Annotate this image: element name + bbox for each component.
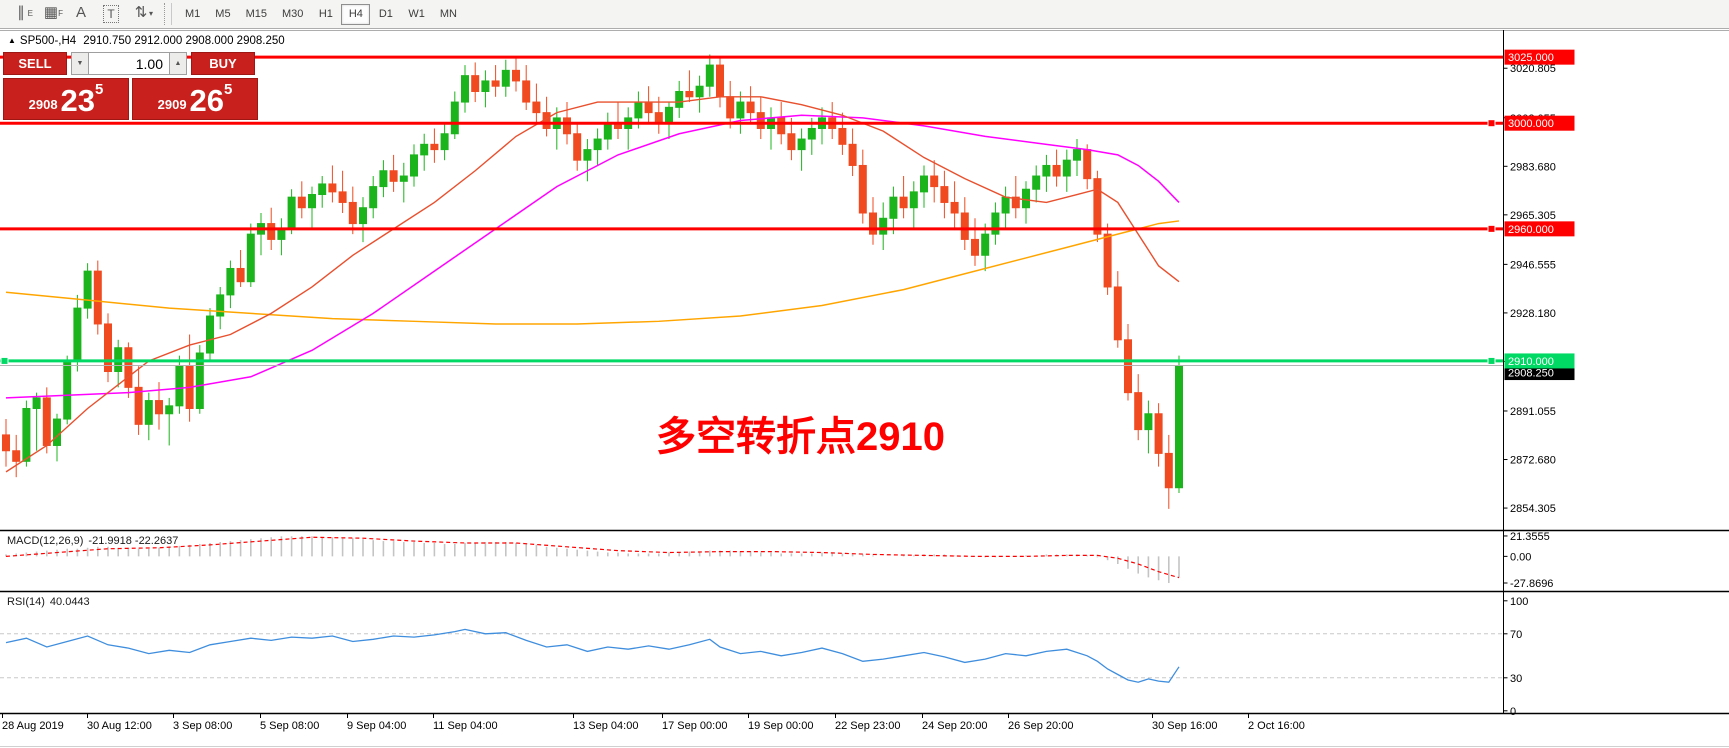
svg-text:-27.8696: -27.8696 <box>1510 578 1553 590</box>
timeframe-m1-button[interactable]: M1 <box>185 8 201 20</box>
svg-text:3000.000: 3000.000 <box>1508 118 1554 130</box>
svg-text:2872.680: 2872.680 <box>1510 455 1556 467</box>
one-click-trade-widget: SELL ▼ ▲ BUY 2908 23 5 2909 26 5 <box>3 52 259 120</box>
buy-price-box[interactable]: 2909 26 5 <box>132 78 258 120</box>
svg-text:70: 70 <box>1510 629 1522 641</box>
svg-text:22 Sep 23:00: 22 Sep 23:00 <box>835 720 900 732</box>
svg-text:19 Sep 00:00: 19 Sep 00:00 <box>748 720 813 732</box>
timeframe-m5-button[interactable]: M5 <box>215 8 231 20</box>
macd-values: -21.9918 -22.2637 <box>88 535 179 547</box>
svg-text:11 Sep 04:00: 11 Sep 04:00 <box>433 720 498 732</box>
svg-text:24 Sep 20:00: 24 Sep 20:00 <box>922 720 987 732</box>
svg-text:2965.305: 2965.305 <box>1510 210 1556 222</box>
buy-button[interactable]: BUY <box>191 52 255 75</box>
timeframe-m15-button[interactable]: M15 <box>245 8 267 20</box>
svg-text:3025.000: 3025.000 <box>1508 52 1554 64</box>
rsi-value: 40.0443 <box>49 596 90 608</box>
sell-button[interactable]: SELL <box>3 52 67 75</box>
buy-price-big: 26 <box>189 82 225 118</box>
drawing-tools: ∥ E ▦ F A T ⇅ ▾ <box>6 2 156 26</box>
macd-axis[interactable]: 21.3555 0.00 -27.8696 <box>1503 531 1554 590</box>
svg-text:28 Aug 2019: 28 Aug 2019 <box>2 720 64 732</box>
timeframe-h4-button[interactable]: H4 <box>341 3 371 25</box>
timeframe-bar: M1 M5 M15 M30 H1 H4 D1 W1 MN <box>178 3 465 25</box>
svg-text:0.00: 0.00 <box>1510 551 1531 563</box>
svg-text:100: 100 <box>1510 596 1528 608</box>
rsi-line <box>5 628 1180 683</box>
rsi-header: RSI(14) 40.0443 <box>7 596 90 608</box>
svg-text:5 Sep 08:00: 5 Sep 08:00 <box>260 720 319 732</box>
ma-line <box>5 96 1180 473</box>
text-label-tool-icon[interactable]: A <box>75 4 86 21</box>
volume-down-icon[interactable]: ▼ <box>71 52 89 75</box>
svg-text:2928.180: 2928.180 <box>1510 308 1556 320</box>
sell-price-prefix: 2908 <box>28 97 58 112</box>
horizontal-lines <box>0 55 1504 367</box>
svg-text:26 Sep 20:00: 26 Sep 20:00 <box>1008 720 1073 732</box>
rsi-panel <box>0 628 1504 683</box>
chart-title: ▲ SP500-,H4 2910.750 2912.000 2908.000 290… <box>8 35 285 47</box>
svg-text:2960.000: 2960.000 <box>1508 224 1554 236</box>
sell-price-sup: 5 <box>95 81 104 98</box>
chart-text-annotation[interactable]: 多空转折点2910 <box>656 415 945 459</box>
svg-text:2946.555: 2946.555 <box>1510 259 1556 271</box>
rsi-axis[interactable]: 100 70 30 0 <box>1503 596 1529 718</box>
buy-price-prefix: 2909 <box>157 97 187 112</box>
svg-text:21.3555: 21.3555 <box>1510 531 1550 543</box>
svg-text:9 Sep 04:00: 9 Sep 04:00 <box>347 720 406 732</box>
macd-header: MACD(12,26,9) -21.9918 -22.2637 <box>7 535 178 547</box>
text-frame-tool-icon[interactable]: T <box>96 2 126 26</box>
collapse-arrow-icon[interactable]: ▲ <box>8 36 16 45</box>
svg-text:2854.305: 2854.305 <box>1510 503 1556 515</box>
symbol-period-label: SP500-,H4 <box>19 35 77 47</box>
svg-text:2891.055: 2891.055 <box>1510 406 1556 418</box>
fibo-grid-tool-icon[interactable]: ▦ F <box>43 4 63 21</box>
toolbar-separator <box>164 3 172 25</box>
price-axis[interactable]: 3020.8053002.0552983.6802965.3052946.555… <box>1503 49 1575 515</box>
macd-panel <box>5 536 1180 584</box>
timeframe-m30-button[interactable]: M30 <box>281 8 304 20</box>
rsi-label: RSI(14) <box>7 596 45 608</box>
volume-input[interactable] <box>89 52 169 75</box>
ma-line <box>5 114 1180 399</box>
macd-label: MACD(12,26,9) <box>7 535 84 547</box>
svg-text:2908.250: 2908.250 <box>1508 368 1554 380</box>
svg-text:30 Aug 12:00: 30 Aug 12:00 <box>87 720 152 732</box>
svg-text:2910.000: 2910.000 <box>1508 356 1554 368</box>
timeframe-d1-button[interactable]: D1 <box>378 8 393 20</box>
svg-text:30: 30 <box>1510 673 1522 685</box>
equidistant-channel-tool-icon[interactable]: ∥ E <box>17 4 33 21</box>
svg-text:17 Sep 00:00: 17 Sep 00:00 <box>662 720 727 732</box>
toolbar: ∥ E ▦ F A T ⇅ ▾ M1 M5 M15 M30 H1 H4 D1 W1 MN <box>0 0 1729 29</box>
svg-text:0: 0 <box>1510 706 1516 718</box>
sell-price-box[interactable]: 2908 23 5 <box>3 78 129 120</box>
svg-text:3 Sep 08:00: 3 Sep 08:00 <box>173 720 232 732</box>
svg-text:2 Oct 16:00: 2 Oct 16:00 <box>1248 720 1305 732</box>
volume-up-icon[interactable]: ▲ <box>169 52 187 75</box>
svg-text:13 Sep 04:00: 13 Sep 04:00 <box>573 720 638 732</box>
svg-text:30 Sep 16:00: 30 Sep 16:00 <box>1152 720 1217 732</box>
time-axis[interactable]: 28 Aug 2019 30 Aug 12:00 3 Sep 08:00 5 Sep … <box>2 713 1305 733</box>
ma-line <box>5 220 1180 325</box>
ohlc-values: 2910.750 2912.000 2908.000 2908.250 <box>83 35 285 47</box>
timeframe-mn-button[interactable]: MN <box>439 8 457 20</box>
buy-price-sup: 5 <box>224 81 233 98</box>
svg-text:2983.680: 2983.680 <box>1510 161 1556 173</box>
volume-stepper: ▼ ▲ <box>71 52 187 75</box>
timeframe-h1-button[interactable]: H1 <box>318 8 333 20</box>
sell-price-big: 23 <box>60 82 96 118</box>
svg-text:3020.805: 3020.805 <box>1510 63 1556 75</box>
arrow-style-tool-icon[interactable]: ⇅ ▾ <box>134 4 153 21</box>
timeframe-w1-button[interactable]: W1 <box>408 8 425 20</box>
